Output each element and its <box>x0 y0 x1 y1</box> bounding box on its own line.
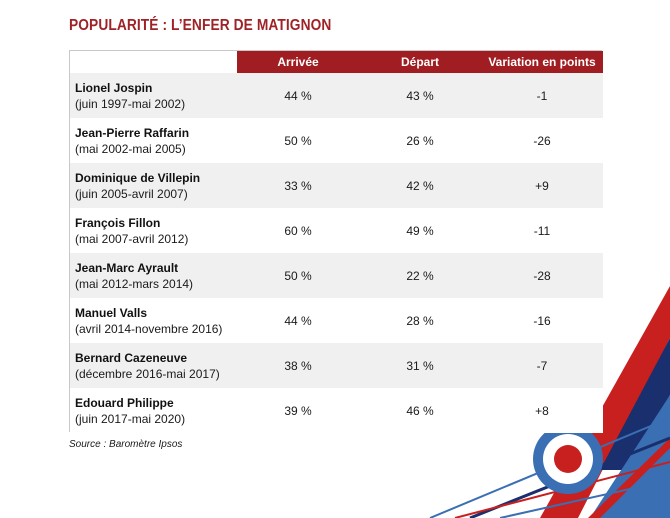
term-period: (juin 2005-avril 2007) <box>75 186 188 201</box>
name-cell: Manuel Valls (avril 2014-novembre 2016) <box>70 298 237 343</box>
prime-minister-name: Manuel Valls <box>75 305 148 320</box>
table-row: François Fillon (mai 2007-avril 2012) 60… <box>70 208 603 253</box>
prime-minister-name: Lionel Jospin <box>75 80 153 95</box>
term-period: (décembre 2016-mai 2017) <box>75 366 220 381</box>
table-body: Lionel Jospin (juin 1997-mai 2002) 44 % … <box>70 73 603 433</box>
table-row: Manuel Valls (avril 2014-novembre 2016) … <box>70 298 603 343</box>
arrivee-cell: 44 % <box>237 298 359 343</box>
name-cell: Bernard Cazeneuve (décembre 2016-mai 201… <box>70 343 237 388</box>
name-cell: Edouard Philippe (juin 2017-mai 2020) <box>70 388 237 433</box>
arrivee-cell: 60 % <box>237 208 359 253</box>
variation-cell: -7 <box>481 343 603 388</box>
variation-cell: -11 <box>481 208 603 253</box>
table-row: Dominique de Villepin (juin 2005-avril 2… <box>70 163 603 208</box>
arrivee-cell: 50 % <box>237 118 359 163</box>
table-row: Jean-Pierre Raffarin (mai 2002-mai 2005)… <box>70 118 603 163</box>
depart-cell: 43 % <box>359 73 481 118</box>
name-cell: François Fillon (mai 2007-avril 2012) <box>70 208 237 253</box>
navy-stripe <box>600 338 670 470</box>
prime-minister-name: Jean-Pierre Raffarin <box>75 125 190 140</box>
term-period: (mai 2012-mars 2014) <box>75 276 194 291</box>
term-period: (mai 2007-avril 2012) <box>75 231 189 246</box>
table-row: Edouard Philippe (juin 2017-mai 2020) 39… <box>70 388 603 433</box>
popularity-table: Arrivée Départ Variation en points Lione… <box>69 50 603 433</box>
depart-cell: 42 % <box>359 163 481 208</box>
prime-minister-name: Dominique de Villepin <box>75 170 201 185</box>
page-title: POPULARITÉ : L’ENFER DE MATIGNON <box>69 17 332 34</box>
table: Arrivée Départ Variation en points Lione… <box>70 51 603 433</box>
depart-cell: 22 % <box>359 253 481 298</box>
name-cell: Jean-Pierre Raffarin (mai 2002-mai 2005) <box>70 118 237 163</box>
arrivee-cell: 38 % <box>237 343 359 388</box>
depart-cell: 46 % <box>359 388 481 433</box>
depart-cell: 28 % <box>359 298 481 343</box>
term-period: (juin 2017-mai 2020) <box>75 411 186 426</box>
table-row: Lionel Jospin (juin 1997-mai 2002) 44 % … <box>70 73 603 118</box>
variation-cell: +9 <box>481 163 603 208</box>
blue-streak-lower <box>499 479 670 518</box>
table-row: Jean-Marc Ayrault (mai 2012-mars 2014) 5… <box>70 253 603 298</box>
french-roundel-icon <box>533 424 603 494</box>
source-note: Source : Baromètre Ipsos <box>69 439 183 450</box>
prime-minister-name: François Fillon <box>75 215 161 230</box>
name-cell: Dominique de Villepin (juin 2005-avril 2… <box>70 163 237 208</box>
depart-cell: 49 % <box>359 208 481 253</box>
name-cell: Jean-Marc Ayrault (mai 2012-mars 2014) <box>70 253 237 298</box>
table-row: Bernard Cazeneuve (décembre 2016-mai 201… <box>70 343 603 388</box>
term-period: (avril 2014-novembre 2016) <box>75 321 223 336</box>
header-arrivee: Arrivée <box>237 51 359 73</box>
term-period: (mai 2002-mai 2005) <box>75 141 186 156</box>
variation-cell: -1 <box>481 73 603 118</box>
variation-cell: -28 <box>481 253 603 298</box>
header-depart: Départ <box>359 51 481 73</box>
header-blank <box>70 51 237 73</box>
variation-cell: +8 <box>481 388 603 433</box>
arrivee-cell: 39 % <box>237 388 359 433</box>
header-row: Arrivée Départ Variation en points <box>70 51 603 73</box>
prime-minister-name: Bernard Cazeneuve <box>75 350 188 365</box>
prime-minister-name: Jean-Marc Ayrault <box>75 260 179 275</box>
arrivee-cell: 50 % <box>237 253 359 298</box>
arrivee-cell: 44 % <box>237 73 359 118</box>
prime-minister-name: Edouard Philippe <box>75 395 174 410</box>
variation-cell: -26 <box>481 118 603 163</box>
depart-cell: 31 % <box>359 343 481 388</box>
arrivee-cell: 33 % <box>237 163 359 208</box>
term-period: (juin 1997-mai 2002) <box>75 96 186 111</box>
red-thin-stripe <box>588 438 670 518</box>
depart-cell: 26 % <box>359 118 481 163</box>
header-variation: Variation en points <box>481 51 603 73</box>
name-cell: Lionel Jospin (juin 1997-mai 2002) <box>70 73 237 118</box>
variation-cell: -16 <box>481 298 603 343</box>
